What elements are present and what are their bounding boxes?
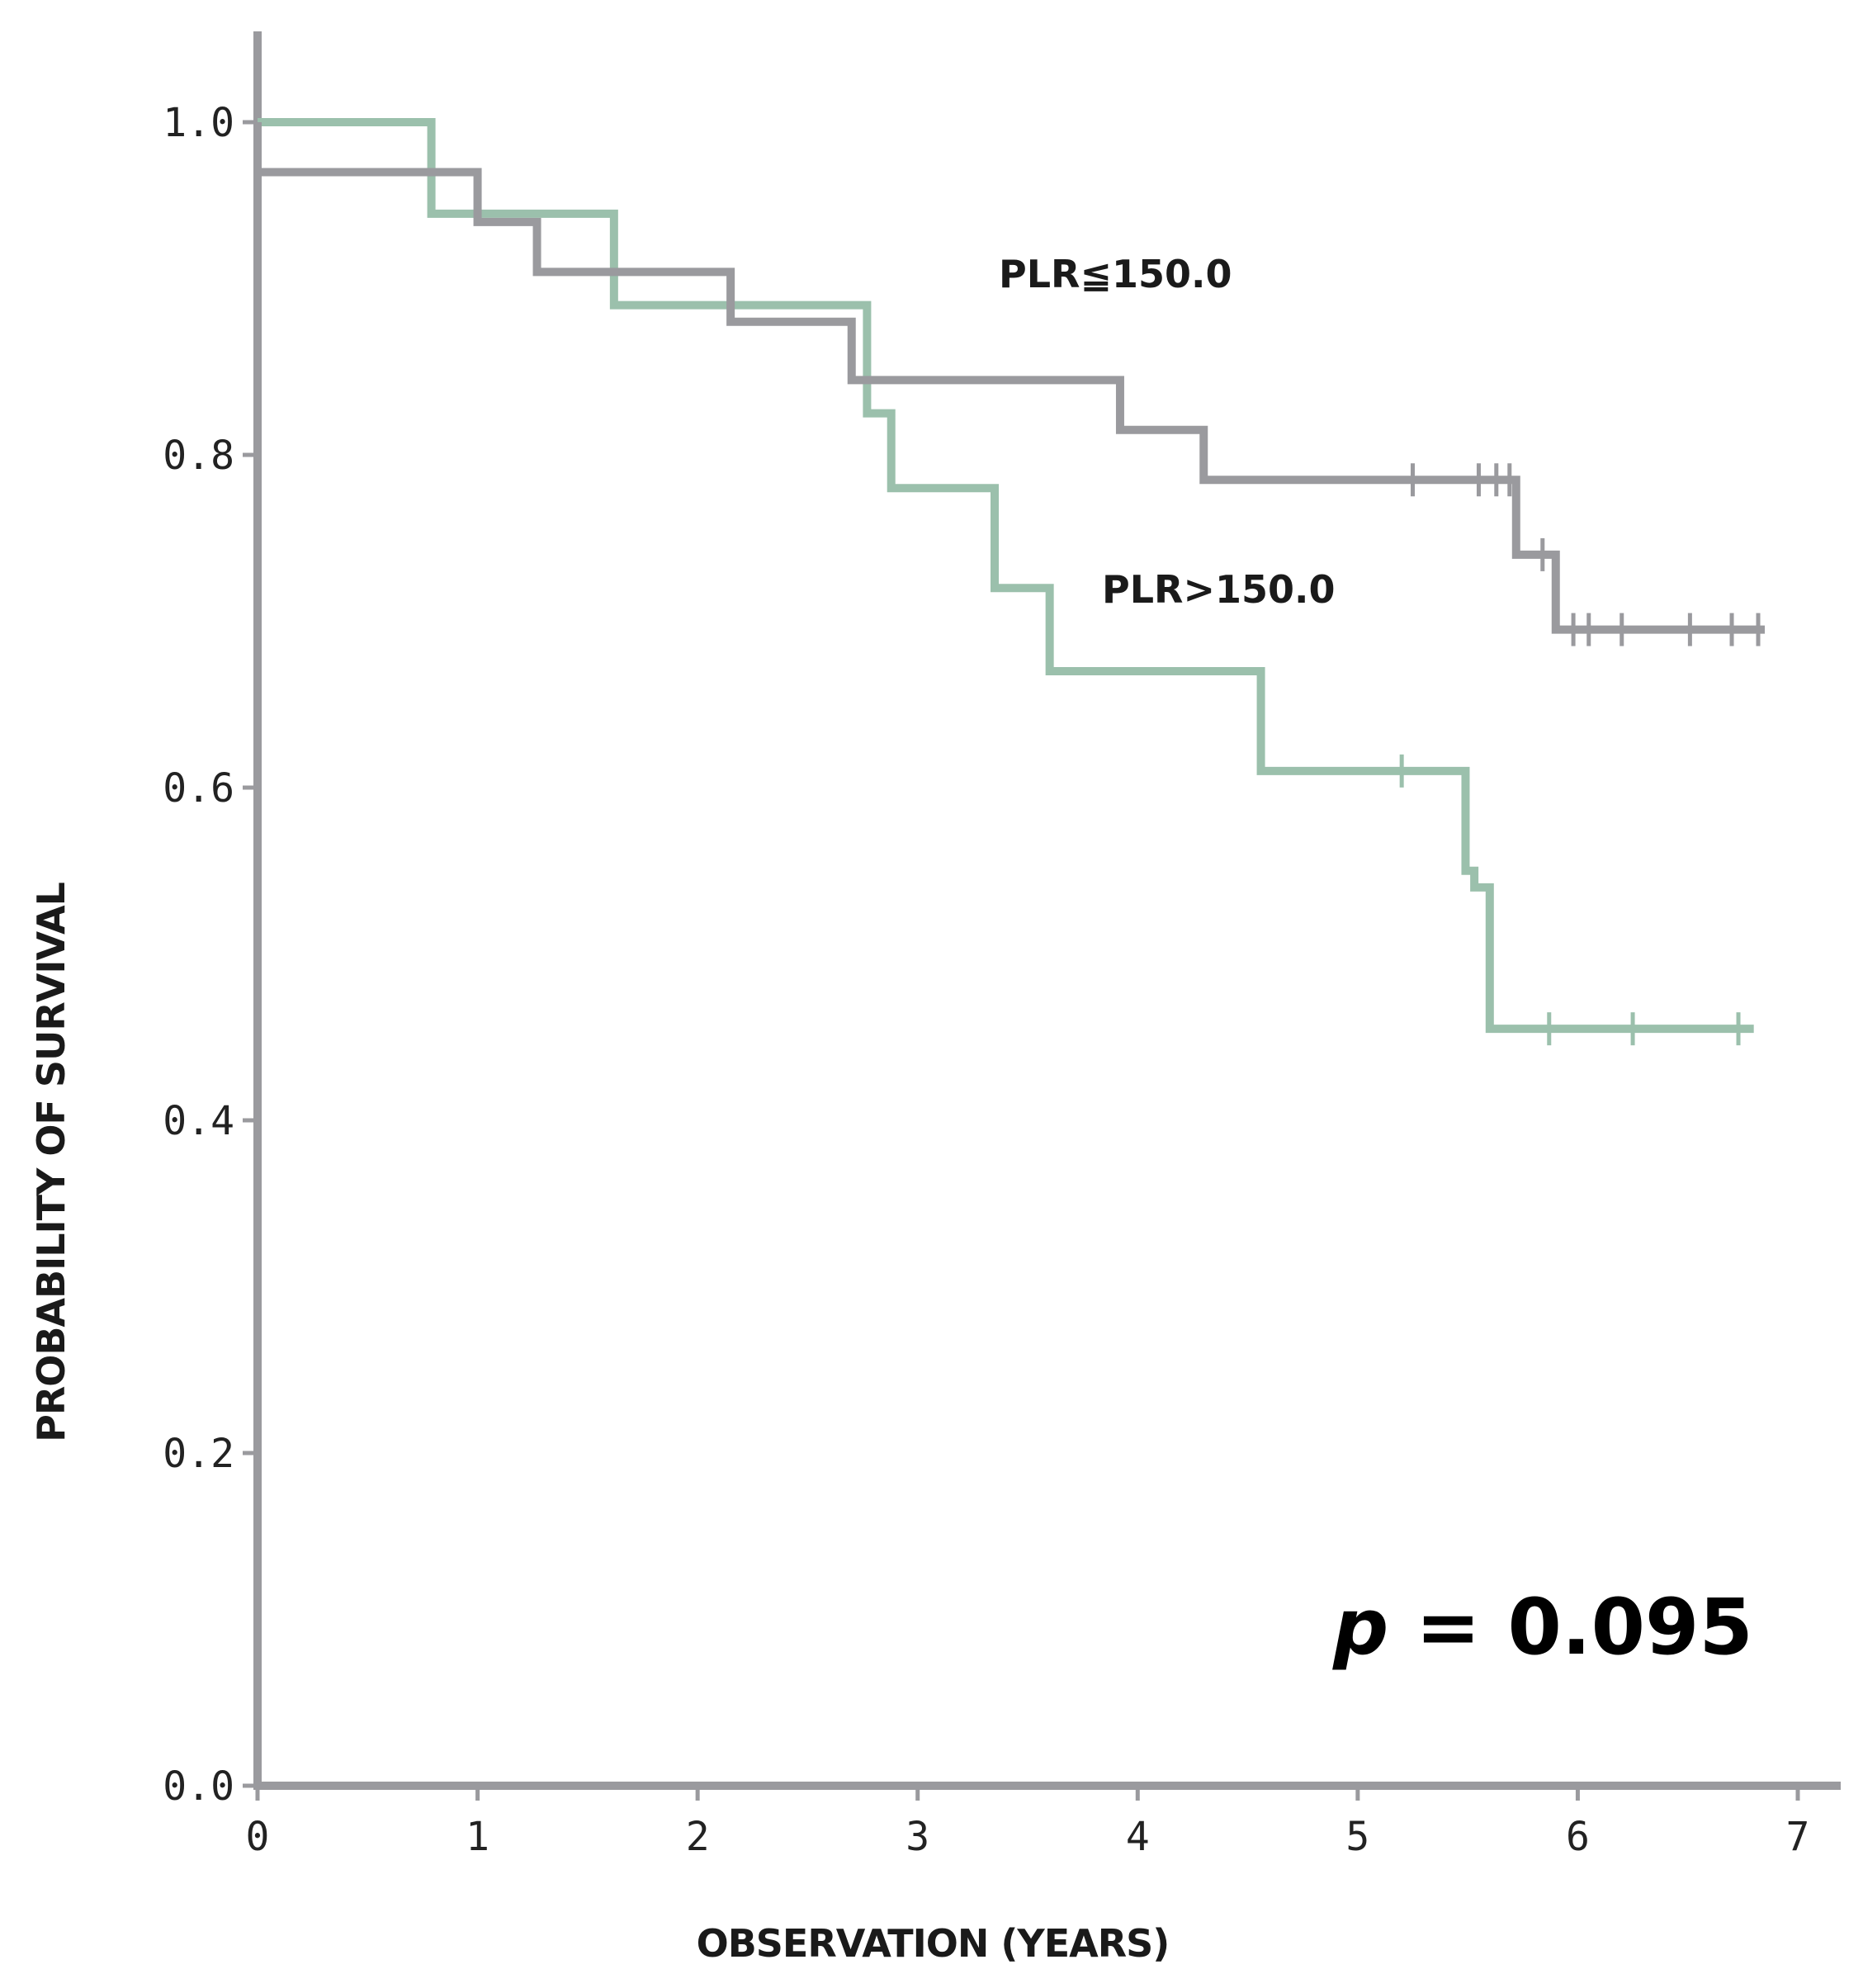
x-axis-title: OBSERVATION (YEARS) — [697, 1921, 1170, 1966]
x-tick-label: 4 — [1126, 1814, 1150, 1860]
x-tick-label: 0 — [246, 1814, 270, 1860]
y-tick-label: 0.6 — [163, 765, 234, 812]
y-tick-label: 0.2 — [163, 1431, 234, 1477]
series-label-plr-high: PLR>150.0 — [1102, 567, 1336, 612]
p-value-annotation: p = 0.095 — [1332, 1583, 1753, 1673]
p-value-text: = 0.095 — [1388, 1583, 1753, 1673]
x-tick-label: 2 — [686, 1814, 710, 1860]
x-tick-label: 3 — [905, 1814, 929, 1860]
y-axis-title: PROBABILITY OF SURVIVAL — [29, 882, 73, 1441]
y-tick-label: 0.8 — [163, 433, 234, 479]
y-tick-label: 1.0 — [163, 100, 234, 146]
p-value-symbol: p — [1332, 1583, 1388, 1673]
x-tick-label: 1 — [466, 1814, 489, 1860]
y-tick-label: 0.0 — [163, 1763, 234, 1810]
survival-curve-1 — [258, 118, 1754, 1034]
x-tick-label: 5 — [1345, 1814, 1369, 1860]
series-layer — [253, 118, 1766, 1046]
x-tick-label: 7 — [1786, 1814, 1810, 1860]
series-label-plr-low: PLR≦150.0 — [999, 252, 1232, 296]
x-tick-label: 6 — [1566, 1814, 1590, 1860]
survival-curve-0 — [253, 122, 1766, 634]
axes: 0 1 2 3 4 5 6 7 0.0 0.2 0.4 0.6 0.8 1.0 — [163, 31, 1841, 1860]
y-tick-label: 0.4 — [163, 1098, 234, 1144]
